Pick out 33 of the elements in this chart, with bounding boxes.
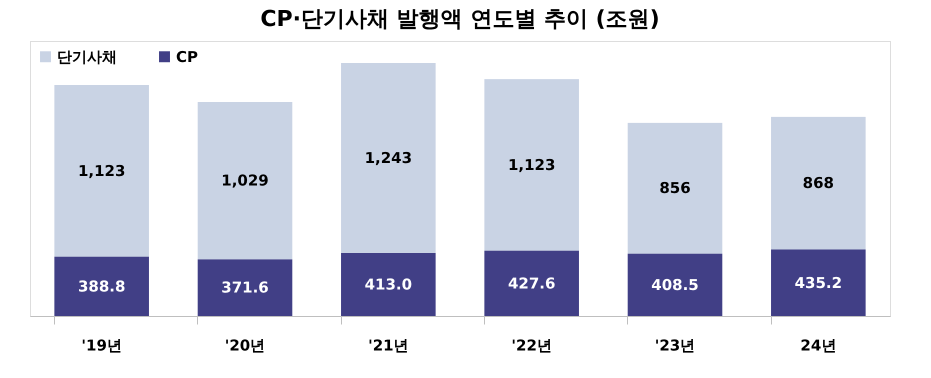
data-label: 371.6 [221,278,269,297]
data-label: 388.8 [78,277,126,296]
data-label: 427.6 [508,274,556,292]
bar [628,254,722,316]
data-label: 868 [802,174,834,192]
data-label: 856 [659,179,691,198]
bar [771,250,866,316]
data-label: 1,123 [78,162,126,180]
data-label: 1,123 [508,156,556,174]
x-tick-label: 24년 [800,336,836,354]
bar [54,85,149,257]
x-tick-label: '19년 [81,336,122,354]
x-tick-label: '21년 [368,336,409,354]
bar [198,102,292,260]
bar [484,250,579,316]
data-label: 435.2 [794,274,842,292]
data-label: 408.5 [651,276,699,294]
bar [54,256,149,316]
bar [628,122,722,254]
legend-label: CP [176,48,198,66]
x-tick-label: '23년 [654,336,696,354]
bar [341,63,436,253]
x-tick-label: '22년 [511,336,552,354]
bar [198,259,292,316]
data-label: 413.0 [364,275,412,294]
legend-label: 단기사채 [57,48,117,66]
data-label: 1,243 [364,148,412,167]
bar [771,116,866,250]
chart-title: CP·단기사채 발행액 연도별 추이 (조원) [260,7,660,32]
bar [341,252,436,316]
bar [484,79,579,251]
data-label: 1,029 [221,172,269,190]
x-tick-label: '20년 [224,336,266,354]
